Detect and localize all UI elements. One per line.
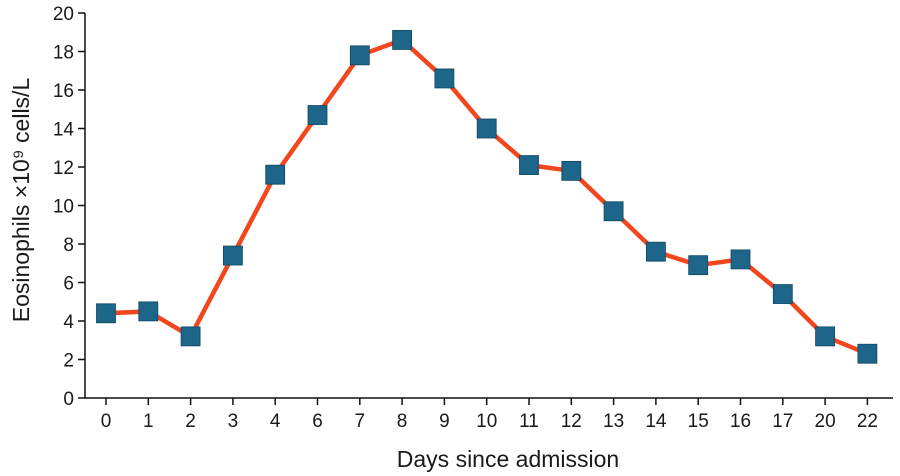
y-tick-label: 0 [63,389,74,410]
data-point [561,160,582,181]
y-axis-title: Eosinophils ×10⁹ cells/L [8,78,34,323]
data-point [180,326,201,347]
x-tick-label: 13 [603,411,624,432]
data-point [519,155,539,175]
x-tick-label: 14 [645,411,667,432]
y-tick-label: 8 [63,235,74,256]
data-point [730,249,751,270]
data-point [434,68,455,89]
data-markers [96,30,878,364]
data-point [349,45,370,66]
data-point [138,301,159,322]
data-point [307,105,328,125]
data-point [857,343,878,364]
y-tick-label: 10 [53,197,74,218]
data-point [603,201,624,222]
data-point [646,241,666,262]
y-tick-label: 4 [63,312,74,333]
y-tick-label: 6 [63,274,74,295]
x-tick-label: 11 [519,411,539,432]
x-tick-label: 15 [688,411,709,432]
x-tick-label: 3 [228,411,239,432]
x-tick-label: 1 [143,411,154,432]
y-axis-ticks: 0 2 4 6 8 10 12 14 16 18 20 [53,4,85,410]
y-tick-label: 2 [63,351,74,372]
data-point [772,284,793,304]
data-point [222,245,243,266]
x-tick-label: 9 [439,411,450,432]
y-tick-label: 14 [53,120,75,141]
x-tick-label: 22 [857,411,878,432]
data-point [392,30,413,50]
x-tick-label: 0 [101,411,112,432]
series-line [105,37,869,356]
x-tick-label: 20 [815,411,836,432]
x-tick-label: 2 [185,411,196,432]
x-tick-label: 6 [312,411,323,432]
data-point [476,118,497,139]
x-tick-label: 7 [355,411,366,432]
x-tick-label: 4 [270,411,281,432]
y-tick-label: 18 [53,43,74,64]
x-axis-title: Days since admission [397,446,619,472]
x-tick-label: 8 [397,411,408,432]
data-point [815,326,835,347]
x-tick-label: 17 [772,411,793,432]
x-axis-ticks: 0 1 2 3 4 6 7 8 9 10 11 12 13 14 15 16 17 20 22 [101,398,878,432]
x-tick-label: 12 [561,411,582,432]
y-tick-label: 16 [53,81,74,102]
x-tick-label: 16 [730,411,751,432]
data-point [265,164,286,185]
y-tick-label: 20 [53,4,74,25]
y-tick-label: 12 [53,158,74,179]
data-point [688,255,709,276]
x-tick-label: 10 [476,411,497,432]
data-point [96,303,116,324]
